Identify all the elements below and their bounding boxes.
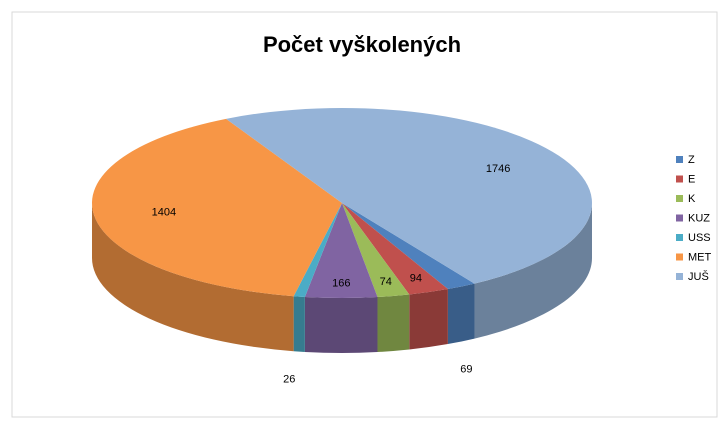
slice-side: [304, 296, 378, 354]
data-label: 1746: [486, 163, 510, 175]
legend-swatch: [676, 156, 683, 163]
slice: [293, 203, 342, 297]
data-label: 94: [410, 273, 422, 285]
chart-title: Počet vyškolených: [263, 32, 461, 57]
legend-swatch: [676, 214, 683, 222]
legend-label: K: [688, 193, 696, 205]
legend-swatch: [676, 175, 683, 183]
legend-label: Z: [688, 154, 695, 166]
slice-side: [92, 203, 294, 352]
legend-swatch: [676, 273, 683, 280]
legend-label: USS: [688, 232, 711, 244]
slice-side: [474, 203, 592, 339]
slice-side: [409, 289, 448, 350]
slice: [342, 203, 448, 295]
slice: [226, 107, 593, 284]
slice-side: [377, 294, 410, 353]
legend-swatch: [676, 195, 683, 202]
legend-label: E: [688, 173, 695, 185]
slice: [342, 203, 410, 298]
slice-side: [293, 296, 305, 352]
legend-label: KUZ: [688, 212, 710, 224]
legend-swatch: [676, 234, 683, 241]
data-label: 69: [460, 363, 472, 375]
data-label: 166: [332, 278, 350, 290]
legend-swatch: [676, 253, 683, 261]
slice: [304, 203, 378, 298]
legend-label: JUŠ: [688, 270, 709, 283]
data-label: 74: [380, 276, 392, 288]
slice-side: [447, 283, 475, 345]
data-label: 1404: [152, 207, 176, 219]
slice: [342, 203, 475, 290]
data-label: 26: [283, 374, 295, 386]
legend-label: MET: [688, 251, 712, 263]
slice: [91, 118, 342, 297]
